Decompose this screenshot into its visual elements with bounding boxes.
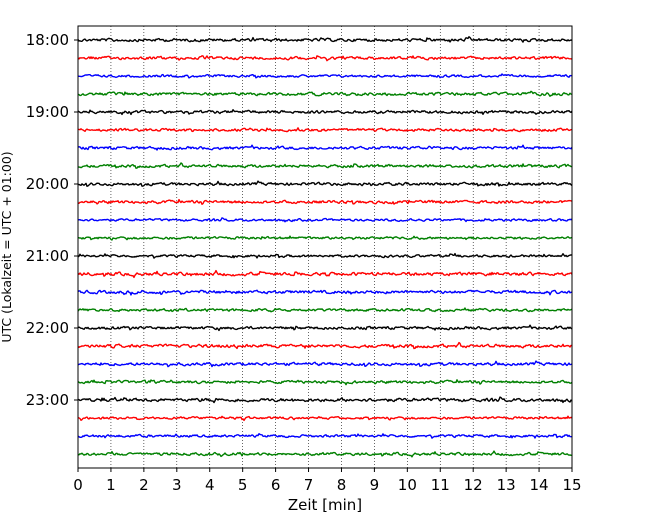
y-tick-label: 21:00 — [26, 247, 69, 265]
seismogram-trace — [77, 55, 573, 62]
x-tick-label: 10 — [398, 476, 417, 494]
seismogram-trace — [77, 109, 573, 116]
plot-frame — [77, 25, 573, 469]
x-axis-label: Zeit [min] — [288, 496, 362, 514]
seismogram-trace — [77, 217, 573, 223]
x-tick-label: 7 — [304, 476, 314, 494]
seismogram-trace — [77, 36, 573, 43]
x-tick-label: 13 — [497, 476, 516, 494]
y-tick-label: 23:00 — [26, 391, 69, 409]
seismogram-trace — [77, 432, 573, 439]
seismogram-trace — [77, 289, 573, 296]
trace-group — [77, 36, 573, 458]
seismogram-trace — [77, 415, 573, 422]
x-tick-label: 14 — [530, 476, 549, 494]
seismogram-trace — [77, 379, 573, 386]
x-tick-label: 15 — [562, 476, 581, 494]
seismogram-trace — [77, 180, 573, 187]
seismogram-trace — [77, 73, 573, 79]
seismogram-trace — [77, 396, 573, 404]
grid-lines — [110, 26, 540, 468]
x-tick-label: 0 — [73, 476, 83, 494]
x-tick-label: 12 — [464, 476, 483, 494]
seismogram-trace — [77, 360, 573, 368]
y-tick-label: 20:00 — [26, 175, 69, 193]
x-tick-label: 4 — [205, 476, 215, 494]
x-tick-label: 3 — [172, 476, 182, 494]
x-tick-label: 5 — [238, 476, 248, 494]
x-tick-label: 6 — [271, 476, 281, 494]
y-axis-label: UTC (Lokalzeit = UTC + 01:00) — [0, 151, 14, 342]
x-axis-ticks: 0 1 2 3 4 5 6 7 8 9 10 11 12 13 14 15 — [73, 468, 582, 494]
x-tick-label: 2 — [139, 476, 149, 494]
seismogram-trace — [77, 252, 573, 259]
seismogram-trace — [77, 341, 573, 350]
seismogram-trace — [77, 324, 573, 332]
seismogram-trace — [77, 235, 573, 241]
x-tick-label: 11 — [431, 476, 450, 494]
seismogram-trace — [77, 90, 573, 97]
x-tick-label: 1 — [106, 476, 116, 494]
x-tick-label: 8 — [337, 476, 347, 494]
seismogram-trace — [77, 144, 573, 151]
seismogram-trace — [77, 162, 573, 169]
seismogram-trace — [77, 198, 573, 205]
seismogram-trace — [77, 450, 573, 458]
y-tick-label: 19:00 — [26, 103, 69, 121]
y-tick-label: 18:00 — [26, 31, 69, 49]
seismogram-trace — [77, 307, 573, 313]
y-tick-label: 22:00 — [26, 319, 69, 337]
x-tick-label: 9 — [370, 476, 380, 494]
seismogram-trace — [77, 269, 573, 279]
seismogram-trace — [77, 127, 573, 133]
y-axis-ticks: 18:00 19:00 20:00 21:00 22:00 23:00 — [26, 31, 78, 409]
